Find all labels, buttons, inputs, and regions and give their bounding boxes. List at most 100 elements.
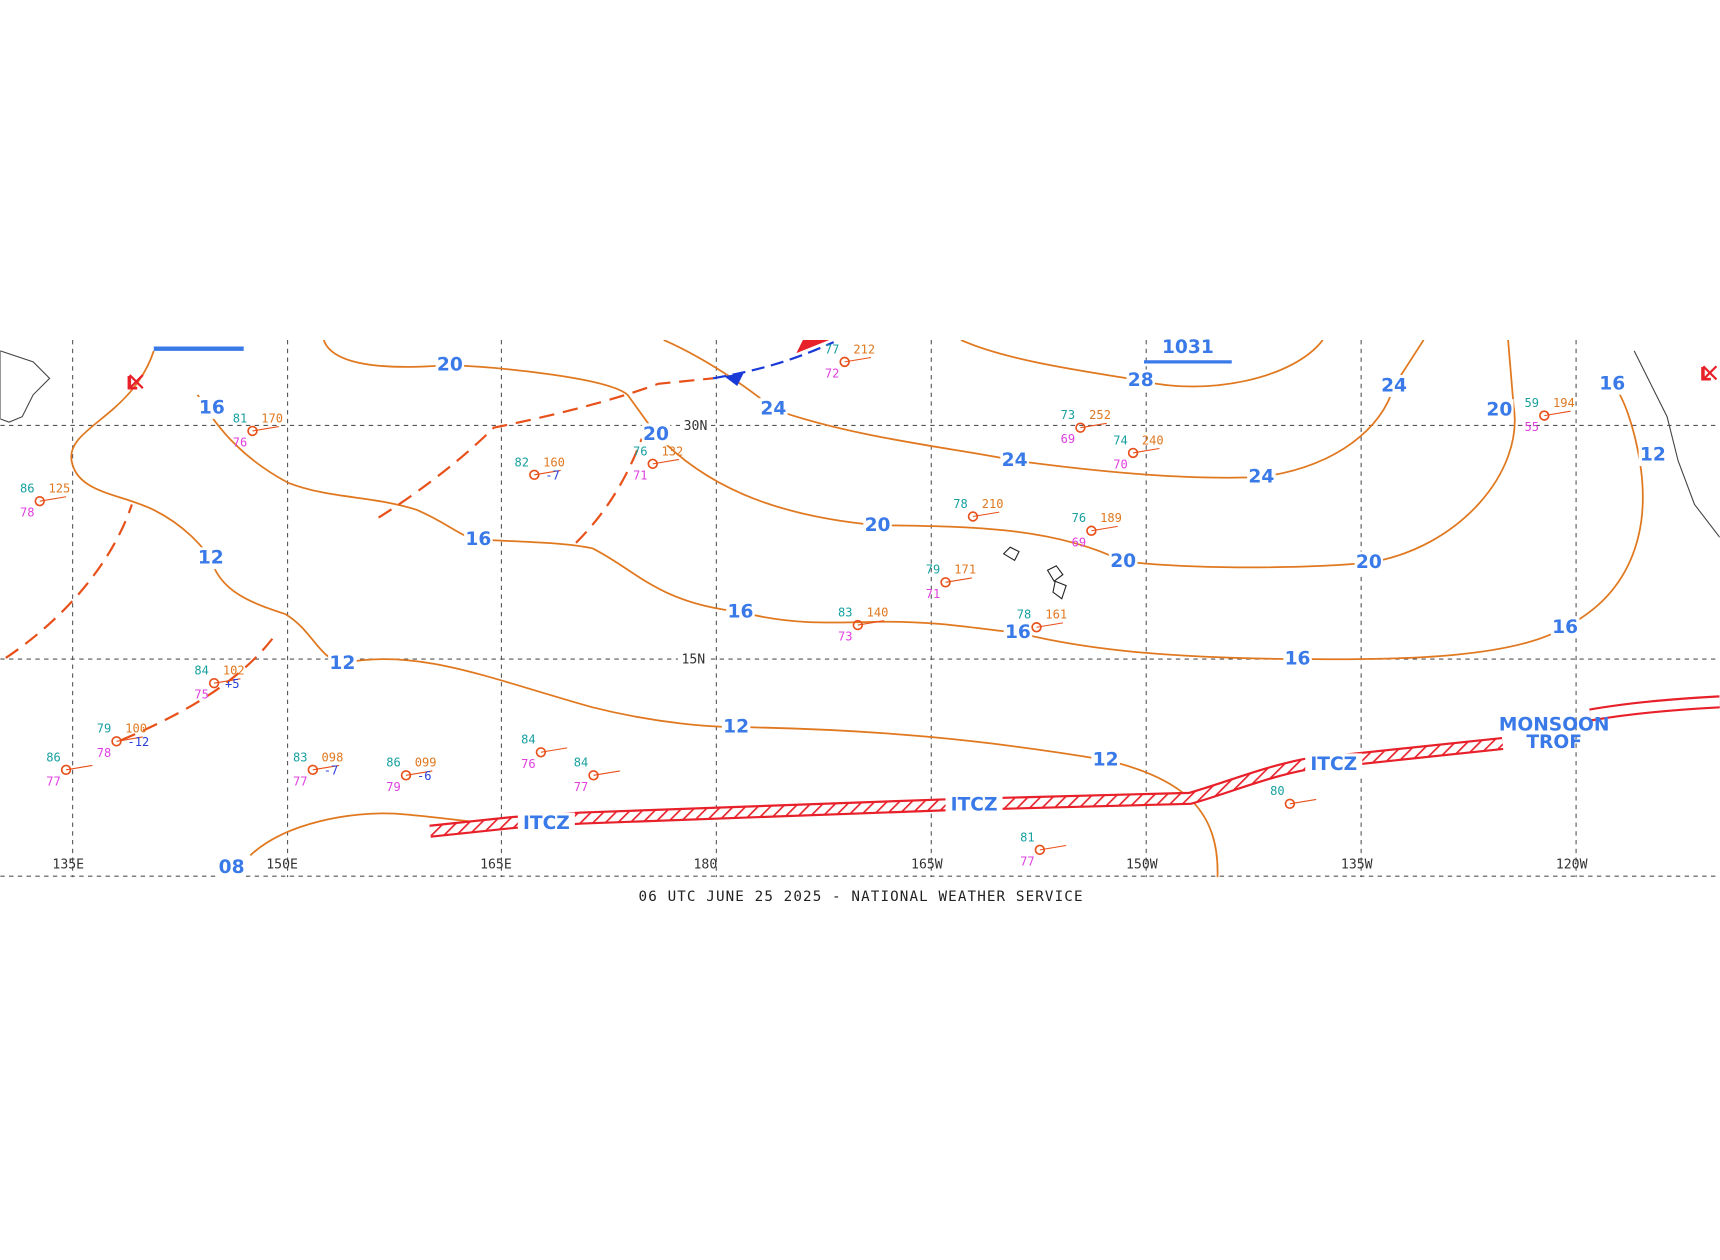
station-temperature: 81 (233, 411, 248, 425)
low-center (128, 374, 144, 389)
high-pressure-label: 1031 (1162, 337, 1214, 358)
wind-barb (1039, 844, 1067, 851)
wind-barb (540, 747, 568, 753)
station-temperature: 83 (838, 606, 853, 620)
station-temperature: 83 (293, 750, 308, 764)
station-dewpoint: 71 (926, 587, 941, 601)
low-label: L (1700, 365, 1712, 386)
coastline (1633, 350, 1720, 538)
station-pressure: 102 (223, 664, 245, 678)
cold-front (712, 341, 835, 380)
station-pressure: 171 (954, 563, 976, 577)
label-bg (1550, 616, 1580, 639)
station-temperature: 78 (953, 497, 968, 511)
station-marker (34, 495, 45, 507)
wind-barb (1289, 798, 1317, 805)
station-marker (647, 458, 658, 470)
monsoon-trough-label: MONSOON (1499, 714, 1610, 735)
label-bg (1283, 648, 1312, 671)
station-dewpoint: 69 (1061, 432, 1076, 446)
isobar-label: 20 (1110, 551, 1136, 572)
wind-barb (1080, 422, 1107, 429)
station-temperature: 84 (194, 664, 209, 678)
isobar-label: 24 (1248, 467, 1274, 488)
label-bg (1108, 550, 1138, 573)
label-bg (1000, 449, 1029, 472)
wind-barb (652, 458, 680, 465)
station-dewpoint: 76 (233, 436, 248, 450)
station-temperature: 74 (1113, 433, 1128, 447)
station-pressure: 161 (1045, 608, 1067, 622)
longitude-label: 180 (694, 858, 718, 873)
station-marker (529, 469, 540, 481)
station-marker (852, 619, 864, 631)
station-marker (967, 511, 979, 522)
label-bg (1003, 621, 1033, 644)
label-bg (1126, 369, 1155, 392)
label-bg (1598, 372, 1627, 395)
wind-barb (1544, 410, 1571, 417)
station-dewpoint: 77 (574, 780, 589, 794)
label-bg (328, 652, 357, 675)
station-marker (111, 736, 122, 747)
wind-barb (1091, 525, 1118, 532)
station-dewpoint: 75 (194, 688, 209, 702)
station-tendency: -12 (127, 735, 149, 749)
station-temperature: 79 (97, 722, 112, 736)
label-bg (196, 547, 226, 570)
label-bg (1091, 748, 1120, 771)
caption: 06 UTC JUNE 25 2025 - NATIONAL WEATHER S… (639, 889, 1084, 905)
itcz-label: ITCZ (1310, 754, 1357, 775)
isobar-label: 16 (1599, 373, 1625, 394)
label-bg (759, 398, 788, 420)
isobar-label: 28 (1128, 370, 1154, 391)
label-bg (945, 793, 1003, 816)
wind-barb (972, 511, 1000, 518)
label-bg (1379, 375, 1409, 397)
station-pressure: 098 (322, 750, 344, 764)
station-tendency: -7 (324, 763, 339, 777)
wind-barb (534, 469, 561, 476)
station-dewpoint: 78 (20, 506, 35, 520)
labels: 135E 150E 165E 180 165W 150W 135W 120W30N15N201… (20, 337, 1718, 905)
monsoon-trough-label: TROF (1526, 732, 1582, 753)
wind-barb (1036, 622, 1063, 628)
graticule (0, 339, 1720, 878)
label-bg (677, 652, 709, 668)
low-center (1702, 365, 1718, 381)
station-temperature: 84 (574, 756, 589, 770)
station-marker (1075, 422, 1086, 433)
station-pressure: 194 (1553, 396, 1575, 410)
station-dewpoint: 77 (1020, 854, 1035, 868)
itcz-label: ITCZ (951, 794, 998, 815)
isobar-label: 16 (1552, 617, 1578, 638)
wind-barb (857, 620, 885, 626)
wind-barb (39, 496, 67, 502)
label-bg (1305, 753, 1363, 776)
longitude-label: 150W (1126, 858, 1158, 873)
station-dewpoint: 77 (293, 774, 308, 788)
wind-barb (1132, 447, 1160, 454)
station-temperature: 81 (1020, 830, 1035, 844)
station-dewpoint: 77 (46, 774, 61, 788)
station-marker (60, 764, 72, 776)
station-temperature: 80 (1270, 784, 1285, 798)
station-dewpoint: 76 (521, 757, 536, 771)
wind-barb (65, 764, 93, 771)
station-marker (208, 677, 220, 689)
station-pressure: 252 (1089, 408, 1111, 422)
station-pressure: 100 (125, 722, 147, 736)
station-dewpoint: 70 (1113, 457, 1128, 471)
coastline (0, 350, 51, 423)
label-bg (721, 716, 751, 739)
station-pressure: 210 (982, 497, 1004, 511)
station-pressure: 125 (49, 482, 71, 496)
station-marker (1284, 798, 1296, 810)
station-pressure: 132 (662, 444, 684, 458)
station-dewpoint: 72 (825, 366, 840, 380)
isobar-label: 24 (1002, 450, 1028, 471)
isobar-label: 12 (723, 717, 749, 738)
station-temperature: 82 (515, 455, 530, 469)
isobar-label: 12 (198, 548, 224, 569)
station-marker (839, 356, 850, 368)
